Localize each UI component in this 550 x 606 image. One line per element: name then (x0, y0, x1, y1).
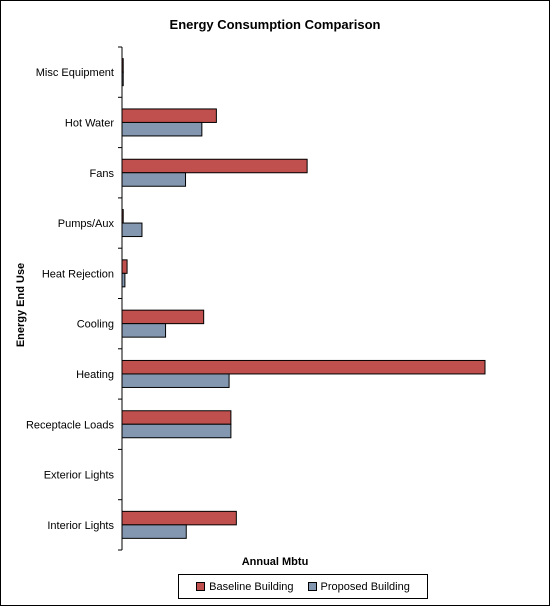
category-label: Cooling (77, 319, 114, 331)
bar-proposed (121, 71, 124, 87)
legend-swatch-baseline (196, 582, 206, 591)
category-label: Misc Equipment (36, 67, 114, 79)
category-label: Heating (76, 369, 114, 381)
bar-proposed (121, 172, 187, 187)
legend-item-baseline: Baseline Building (196, 580, 294, 593)
category-label: Hot Water (65, 117, 114, 129)
legend-swatch-proposed (307, 582, 317, 591)
bar-baseline (121, 410, 232, 425)
category-label: Receptacle Loads (26, 419, 115, 431)
legend-item-proposed: Proposed Building (307, 580, 410, 593)
legend-label-proposed: Proposed Building (320, 580, 410, 593)
category-label: Pumps/Aux (58, 218, 115, 230)
bar-baseline (121, 359, 486, 375)
bar-baseline (121, 259, 128, 274)
bar-baseline (121, 158, 308, 174)
bar-baseline (121, 108, 217, 123)
bar-proposed (121, 524, 187, 539)
bar-proposed (121, 323, 167, 338)
chart-title: Energy Consumption Comparison (169, 17, 381, 32)
category-label: Interior Lights (47, 520, 114, 532)
bar-baseline (121, 309, 205, 325)
x-axis-label: Annual Mbtu (241, 556, 309, 568)
legend-label-baseline: Baseline Building (209, 580, 294, 593)
bar-proposed (121, 222, 143, 238)
legend: Baseline Building Proposed Building (178, 574, 428, 599)
category-label: Exterior Lights (44, 470, 115, 482)
bar-baseline (121, 58, 124, 73)
bar-proposed (121, 423, 232, 439)
bar-proposed (121, 121, 203, 137)
bar-baseline (121, 510, 237, 526)
bar-baseline (121, 209, 124, 224)
category-label: Fans (90, 168, 115, 180)
category-label: Heat Rejection (42, 268, 114, 280)
bar-proposed (121, 373, 230, 388)
bar-proposed (121, 272, 126, 288)
